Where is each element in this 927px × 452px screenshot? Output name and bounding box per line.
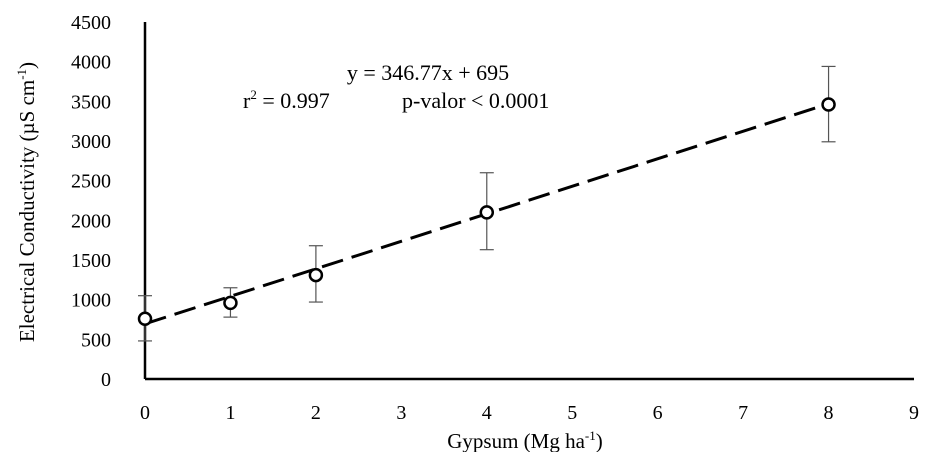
x-tick-label: 9: [909, 402, 919, 424]
x-tick-label: 4: [482, 402, 492, 424]
r-squared-prefix: r: [243, 88, 251, 113]
y-axis-label: Electrical Conductivity (µS cm-1): [14, 62, 39, 342]
y-tick-label: 4000: [71, 52, 111, 74]
error-bars: [138, 65, 836, 342]
regression-equation: y = 346.77x + 695: [347, 60, 509, 85]
data-point: [308, 267, 324, 283]
data-points: [137, 97, 836, 326]
y-tick-label: 1500: [71, 250, 111, 272]
y-tick-labels: 0 500 1000 1500 2000 2500 3000 3500 4000 4500: [71, 12, 111, 391]
x-tick-label: 6: [653, 402, 663, 424]
r-squared-value: = 0.997: [257, 88, 330, 113]
data-point: [223, 295, 238, 311]
r-squared-sup: 2: [250, 87, 257, 102]
x-tick-label: 1: [225, 402, 235, 424]
y-tick-label: 0: [101, 369, 111, 391]
data-point: [137, 311, 153, 326]
x-tick-label: 7: [738, 402, 748, 424]
x-tick-label: 8: [824, 402, 834, 424]
data-point: [821, 97, 836, 112]
r-squared-annotation: r2 = 0.997: [243, 87, 330, 113]
x-tick-label: 0: [140, 402, 150, 424]
y-tick-label: 3000: [71, 131, 111, 153]
x-tick-labels: 0 1 2 3 4 5 6 7 8 9: [140, 402, 919, 424]
y-axis-label-end: ): [15, 62, 39, 69]
y-tick-label: 3500: [71, 91, 111, 113]
y-tick-label: 2500: [71, 171, 111, 193]
y-axis-label-sup: -1: [14, 69, 29, 80]
data-point: [479, 205, 495, 220]
y-axis-label-main: Electrical Conductivity (µS cm: [15, 80, 39, 342]
y-tick-label: 2000: [71, 210, 111, 232]
x-axis-label-main: Gypsum (Mg ha: [447, 429, 585, 452]
x-axis-label-end: ): [596, 429, 603, 452]
y-tick-label: 4500: [71, 12, 111, 34]
p-value-annotation: p-valor < 0.0001: [402, 88, 549, 113]
x-tick-label: 2: [311, 402, 321, 424]
x-tick-label: 5: [567, 402, 577, 424]
x-tick-label: 3: [396, 402, 406, 424]
y-tick-label: 500: [81, 329, 111, 351]
x-axis-label-sup: -1: [585, 428, 596, 443]
y-tick-label: 1000: [71, 290, 111, 312]
x-axis-label: Gypsum (Mg ha-1): [447, 428, 603, 452]
